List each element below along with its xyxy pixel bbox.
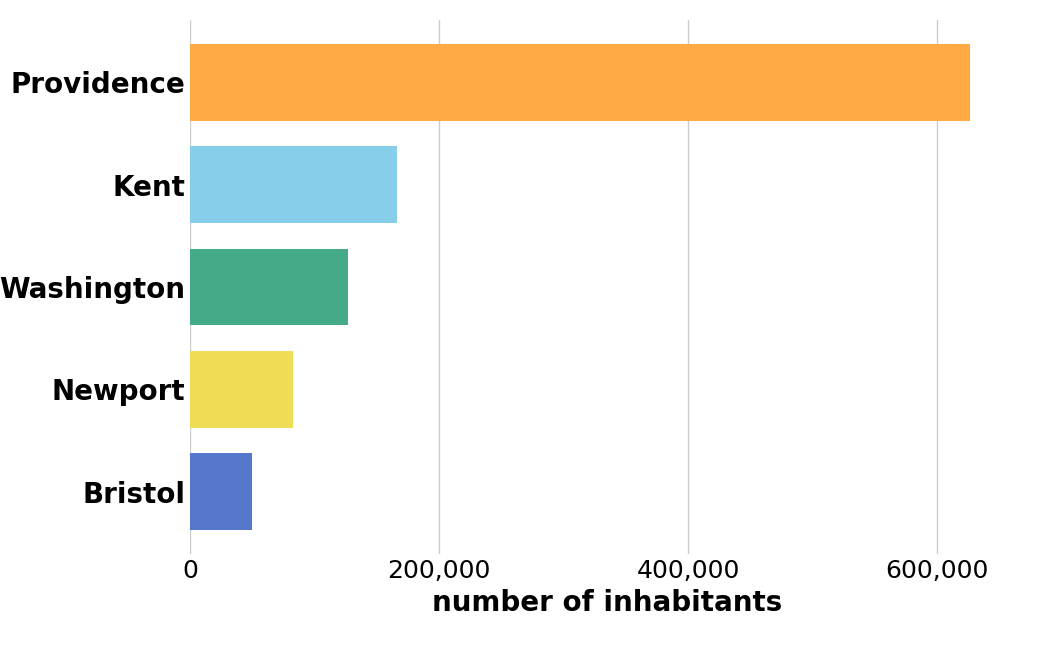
- Bar: [190, 453, 252, 530]
- Bar: [190, 351, 294, 428]
- Bar: [190, 44, 970, 121]
- X-axis label: number of inhabitants: number of inhabitants: [432, 589, 782, 617]
- Bar: [190, 248, 348, 325]
- Bar: [190, 146, 397, 223]
